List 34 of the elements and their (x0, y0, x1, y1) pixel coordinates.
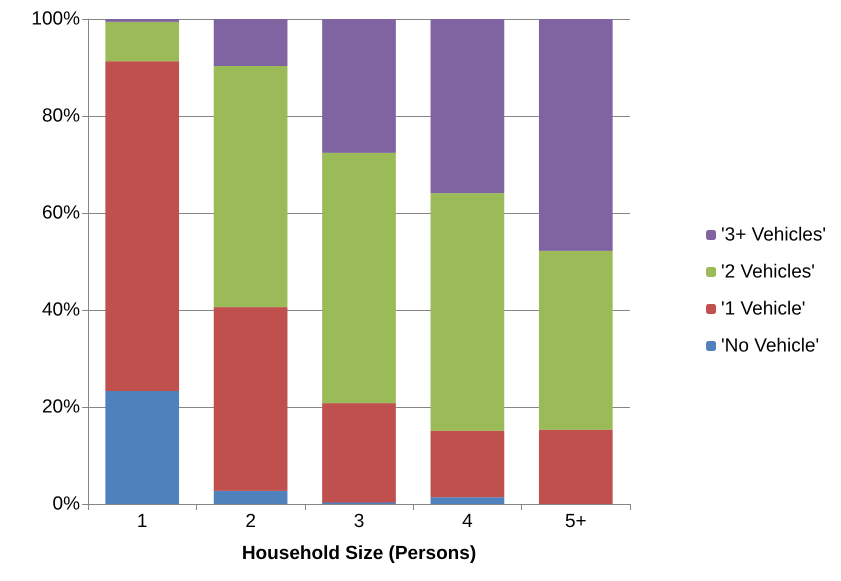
x-axis-title: Household Size (Persons) (242, 543, 476, 564)
bar (214, 19, 288, 66)
bar (430, 193, 504, 431)
y-tick-label: 100% (31, 8, 80, 30)
x-tick-label: 4 (462, 511, 474, 532)
x-tick-label: 1 (136, 511, 148, 532)
y-tick-label: 0% (52, 494, 80, 514)
y-tick-label: 60% (42, 202, 80, 224)
bar (105, 19, 180, 22)
bar (322, 403, 396, 503)
bar (538, 430, 613, 504)
legend-label: '1 Vehicle' (721, 298, 806, 320)
x-tick-label: 5+ (564, 511, 587, 532)
bar (105, 61, 180, 391)
bar (538, 19, 613, 251)
x-tick-label: 2 (245, 511, 256, 532)
bar (322, 19, 396, 153)
bar (214, 66, 288, 308)
bar (538, 250, 613, 430)
y-tick-label: 80% (42, 106, 80, 126)
x-tick-label: 3 (354, 511, 364, 532)
bar (214, 490, 288, 504)
bar (105, 22, 180, 62)
bar (430, 430, 504, 498)
y-tick-label: 20% (42, 396, 80, 418)
legend-label: '3+ Vehicles' (721, 224, 826, 246)
bar (214, 307, 288, 491)
bar (430, 497, 504, 504)
legend-label: 'No Vehicle' (721, 336, 820, 356)
y-tick-label: 40% (42, 300, 80, 320)
legend-label: '2 Vehicles' (721, 262, 815, 282)
bar (105, 390, 180, 504)
bar (430, 19, 504, 194)
bar (322, 152, 396, 404)
